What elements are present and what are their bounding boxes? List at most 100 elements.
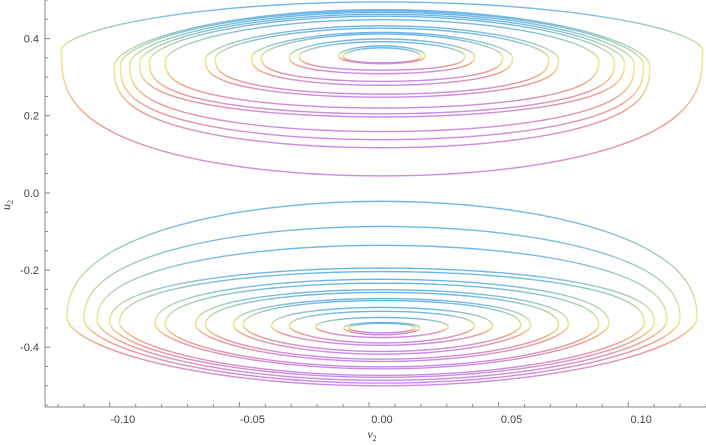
upper-orbit-point (507, 123, 517, 126)
lower-orbit-point (531, 351, 539, 355)
upper-orbit-point (585, 108, 592, 112)
upper-orbit-point (474, 91, 482, 94)
lower-orbit-point (287, 295, 295, 298)
upper-orbit-point (612, 105, 618, 110)
lower-orbit-point (212, 280, 222, 283)
upper-orbit-point (115, 133, 124, 138)
lower-orbit-point (501, 296, 508, 299)
upper-orbit-point (233, 21, 242, 25)
upper-orbit-point (508, 87, 514, 90)
lower-orbit-point (296, 364, 306, 367)
lower-orbit-point (453, 371, 464, 374)
upper-orbit-point (244, 105, 253, 109)
upper-orbit-point (561, 101, 569, 105)
lower-orbit-point (612, 290, 619, 294)
lower-orbit-point (311, 357, 319, 360)
lower-orbit-point (132, 341, 138, 345)
upper-orbit-point (592, 34, 600, 38)
upper-orbit-point (167, 93, 173, 97)
lower-orbit-point (489, 349, 497, 352)
lower-orbit-point (210, 295, 217, 299)
upper-orbit-point (573, 126, 582, 130)
upper-orbit-point (498, 140, 509, 143)
upper-orbit-point (523, 18, 533, 22)
upper-orbit-point (603, 117, 610, 121)
lower-orbit-point (242, 298, 249, 301)
upper-orbit-point (647, 130, 655, 135)
upper-orbit-point (193, 122, 201, 125)
lower-orbit-point (469, 352, 477, 355)
upper-orbit-point (114, 77, 117, 84)
upper-orbit-point (479, 33, 486, 37)
lower-orbit-point (277, 351, 284, 354)
upper-orbit-point (508, 99, 517, 103)
lower-orbit-point (213, 276, 223, 279)
lower-orbit-point (212, 290, 220, 293)
upper-orbit-point (442, 13, 453, 16)
upper-orbit-point (219, 102, 228, 105)
lower-orbit-point (607, 288, 614, 292)
upper-orbit-point (216, 21, 226, 24)
upper-orbit-point (220, 95, 227, 98)
upper-orbit-point (483, 108, 492, 111)
lower-orbit-point (141, 340, 147, 344)
upper-orbit-point (562, 122, 571, 125)
lower-orbit-point (291, 371, 302, 374)
upper-orbit (60, 1, 704, 177)
lower-orbit-point (166, 284, 174, 288)
upper-orbit-point (219, 23, 228, 27)
lower-orbit-point (469, 285, 478, 288)
lower-orbit-point (560, 347, 567, 351)
lower-orbit-point (588, 288, 595, 291)
lower-orbit (343, 321, 421, 336)
lower-orbit-point (201, 345, 208, 349)
upper-orbit-point (250, 131, 260, 135)
upper-orbit-point (449, 30, 456, 33)
upper-orbit-point (523, 23, 532, 27)
lower-orbit-point (455, 348, 462, 351)
lower-orbit-point (247, 297, 254, 300)
upper-orbit-point (223, 19, 233, 23)
lower-orbit-point (451, 349, 457, 352)
lower-orbit-point (525, 274, 536, 277)
upper-orbit-point (282, 91, 290, 94)
upper-orbit-point (502, 26, 511, 30)
lower-orbit-point (476, 360, 485, 363)
upper-orbit-point (536, 119, 545, 122)
lower-orbit-point (258, 275, 268, 278)
lower-orbit-point (302, 348, 309, 351)
upper-orbit-point (236, 29, 244, 33)
upper-orbit-point (653, 26, 661, 30)
upper-orbit-point (467, 127, 478, 130)
lower-orbit-point (526, 291, 534, 295)
upper-orbit-point (483, 16, 494, 19)
upper-orbit-point (210, 35, 217, 38)
upper-orbit-point (183, 11, 195, 15)
upper-orbit-point (582, 96, 589, 100)
upper-orbit-point (138, 101, 144, 106)
lower-orbit-point (480, 362, 490, 365)
lower-orbit-point (474, 293, 482, 296)
lower-orbit-point (447, 355, 455, 358)
upper-orbit-point (561, 31, 569, 35)
upper-orbit-point (266, 102, 275, 105)
lower-orbit-point (271, 352, 279, 356)
lower-orbit-point (241, 285, 250, 289)
lower-orbit-point (271, 294, 279, 297)
lower-orbit-point (215, 349, 222, 353)
lower-orbit-point (502, 357, 511, 360)
upper-orbit-point (98, 123, 105, 129)
upper-orbit-point (569, 155, 581, 160)
upper-orbit-point (206, 28, 215, 32)
upper-orbit-point (560, 25, 569, 28)
upper-orbit-point (490, 21, 499, 24)
upper-orbit-point (154, 110, 161, 114)
lower-orbit-point (155, 287, 163, 291)
upper-orbit-point (460, 18, 470, 21)
lower-orbit-point (266, 294, 274, 297)
upper-orbit-point (219, 119, 228, 122)
upper-orbit-point (516, 22, 526, 26)
upper-orbit-point (522, 21, 531, 25)
upper-orbit-point (580, 109, 587, 113)
lower-orbit-point (508, 289, 517, 292)
